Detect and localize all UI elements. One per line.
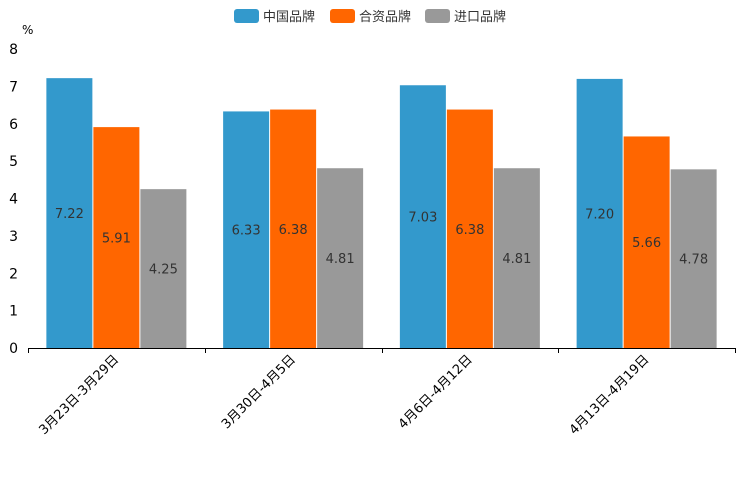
bar-value-label: 4.81 [326,252,355,267]
x-axis: 3月23日-3月29日 3月30日-4月5日 4月6日-4月12日 4月13日-4月1… [28,348,736,438]
bar-value-label: 5.91 [102,232,131,247]
bar-value-label: 4.25 [149,263,178,278]
bar[interactable] [317,168,364,348]
bar-value-label: 6.33 [232,224,261,239]
y-tick-label: 4 [9,192,18,208]
bar[interactable] [576,78,623,349]
bar[interactable] [93,127,140,349]
bar-value-label: 7.22 [55,207,84,222]
legend-label[interactable]: 中国品牌 [263,9,315,25]
bar-value-label: 7.03 [408,211,437,226]
bar[interactable] [140,189,187,348]
bar[interactable] [46,78,93,348]
bar-value-label: 5.66 [632,236,661,251]
legend-swatch[interactable] [425,9,450,23]
bars: 7.22 5.91 4.25 6.33 6.38 4.81 7.03 6.38 4.81 7.20… [46,78,717,349]
y-tick-label: 3 [9,229,18,245]
legend-swatch[interactable] [234,9,259,23]
y-tick-label: 1 [9,304,18,320]
bar-value-label: 7.20 [585,207,614,222]
y-axis: 0 1 2 3 4 5 6 7 8 [9,42,18,357]
legend-label[interactable]: 进口品牌 [454,9,506,25]
bar[interactable] [446,109,493,348]
y-tick-label: 2 [9,266,18,282]
bar-value-label: 4.81 [502,252,531,267]
y-tick-label: 7 [9,79,18,95]
bar[interactable] [223,111,270,348]
bar-value-label: 6.38 [455,223,484,238]
legend: 中国品牌 合资品牌 进口品牌 [234,9,506,25]
y-tick-label: 0 [9,341,18,357]
x-tick-label: 3月30日-4月5日 [219,352,299,432]
x-tick-label: 3月23日-3月29日 [36,352,122,438]
bar[interactable] [623,136,670,348]
bar-value-label: 6.38 [279,223,308,238]
legend-swatch[interactable] [330,9,355,23]
x-tick-label: 4月6日-4月12日 [396,352,476,432]
bar[interactable] [493,168,540,348]
y-tick-label: 6 [9,117,18,133]
bar[interactable] [670,169,717,348]
bar[interactable] [399,85,446,348]
y-tick-label: 8 [9,42,18,58]
bar[interactable] [270,109,317,348]
bar-value-label: 4.78 [679,253,708,268]
x-tick-label: 4月13日-4月19日 [567,352,653,438]
y-tick-label: 5 [9,154,18,170]
legend-label[interactable]: 合资品牌 [359,9,411,25]
y-axis-unit-label: % [22,23,33,37]
